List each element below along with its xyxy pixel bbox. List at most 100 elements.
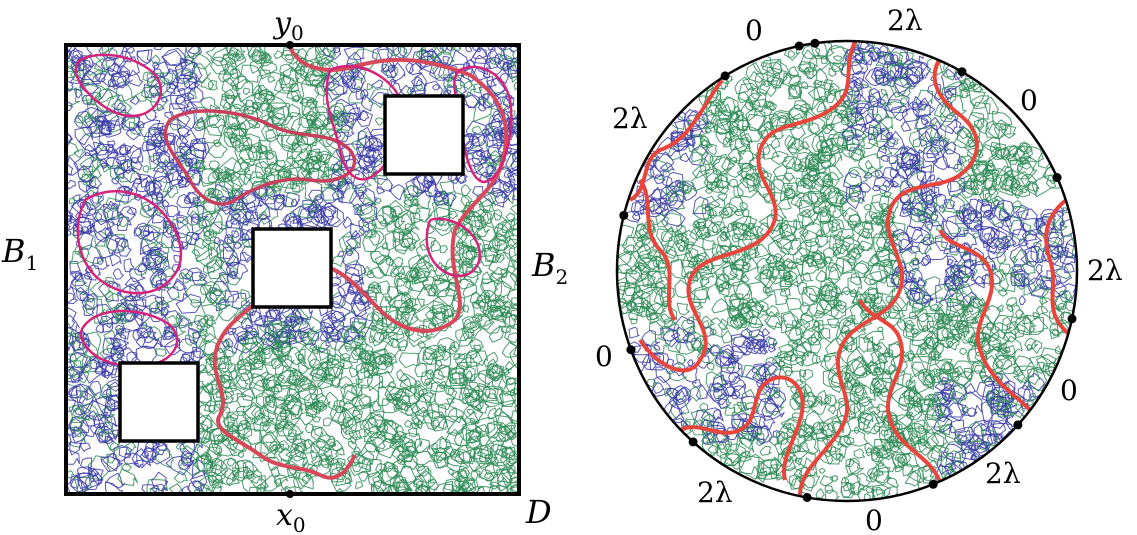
green-loop (300, 83, 320, 104)
green-loop (401, 291, 412, 304)
green-loop (430, 381, 446, 393)
green-loop (215, 438, 238, 457)
green-loop (366, 365, 380, 377)
blue-loop (921, 294, 934, 304)
blue-loop (720, 357, 743, 383)
green-loop (214, 181, 234, 201)
blue-loop (79, 200, 94, 215)
green-loop (900, 97, 909, 105)
blue-loop (949, 180, 964, 193)
blue-loop (651, 352, 670, 367)
green-loop (198, 167, 221, 187)
green-loop (240, 289, 252, 300)
green-loop (865, 447, 873, 457)
green-loop (369, 348, 387, 370)
blue-loop (291, 316, 309, 333)
green-loop (198, 474, 220, 493)
green-loop (908, 311, 918, 320)
green-loop (799, 441, 810, 453)
blue-loop (684, 108, 701, 131)
green-loop (487, 237, 501, 254)
blue-loop (943, 383, 952, 390)
blue-loop (1014, 273, 1026, 283)
blue-loop (408, 63, 423, 76)
blue-loop (883, 131, 906, 150)
green-loop (374, 117, 385, 126)
blue-loop (720, 355, 735, 375)
green-loop (637, 249, 652, 264)
green-loop (337, 407, 357, 434)
green-loop (879, 184, 888, 195)
green-loop (1027, 366, 1048, 392)
blue-loop (112, 332, 130, 351)
blue-loop (134, 284, 147, 297)
green-loop (961, 406, 969, 414)
blue-loop (1009, 245, 1029, 266)
blue-loop (898, 238, 914, 254)
blue-loop (1041, 211, 1064, 231)
blue-loop (185, 267, 204, 282)
blue-loop (944, 276, 954, 285)
blue-loop (287, 330, 297, 340)
blue-loop (708, 344, 721, 354)
green-loop (396, 453, 407, 466)
blue-loop (341, 71, 357, 90)
green-loop (150, 54, 161, 64)
green-loop (625, 265, 643, 287)
green-loop (625, 269, 643, 285)
green-loop (927, 297, 944, 312)
green-loop (74, 114, 84, 124)
green-loop (351, 140, 364, 150)
green-loop (437, 403, 459, 423)
green-loop (239, 304, 253, 319)
right-interface-5 (938, 228, 1032, 412)
green-loop (940, 336, 959, 349)
green-loop (902, 323, 916, 341)
green-loop (733, 404, 742, 414)
green-loop (502, 300, 512, 309)
green-loop (1041, 297, 1060, 320)
blue-loop (154, 255, 170, 272)
green-loop (69, 352, 79, 363)
green-loop (175, 442, 185, 450)
blue-loop (239, 251, 252, 262)
green-loop (777, 431, 789, 445)
blue-loop (946, 255, 958, 267)
green-loop (245, 469, 256, 479)
green-loop (912, 299, 927, 312)
green-loop (91, 168, 102, 179)
green-loop (98, 383, 112, 399)
green-loop (630, 318, 638, 325)
green-loop (830, 475, 839, 482)
blue-loop (356, 203, 379, 223)
blue-loop (350, 222, 365, 240)
green-loop (993, 175, 1003, 186)
blue-loop (341, 247, 360, 269)
blue-loop (670, 130, 689, 146)
left-magenta-cluster-3 (76, 190, 183, 295)
green-loop (201, 239, 216, 251)
green-loop (740, 402, 759, 418)
blue-loop (692, 379, 702, 388)
green-loop (507, 228, 519, 241)
green-loop (374, 197, 382, 204)
blue-loop (753, 343, 767, 355)
green-loop (845, 314, 856, 324)
green-loop (847, 276, 862, 295)
blue-loop (111, 429, 119, 438)
green-loop (840, 482, 855, 498)
green-loop (724, 406, 735, 416)
green-loop (200, 167, 223, 185)
green-loop (294, 388, 319, 407)
green-loop (449, 192, 476, 213)
blue-loop (652, 382, 665, 394)
green-loop (729, 267, 747, 281)
blue-loop (132, 303, 151, 327)
green-loop (413, 260, 436, 279)
blue-loop (981, 226, 996, 244)
blue-loop (292, 215, 302, 224)
green-loop (857, 416, 868, 424)
green-loop (74, 280, 90, 296)
green-loop (162, 267, 177, 278)
blue-loop (190, 216, 208, 235)
